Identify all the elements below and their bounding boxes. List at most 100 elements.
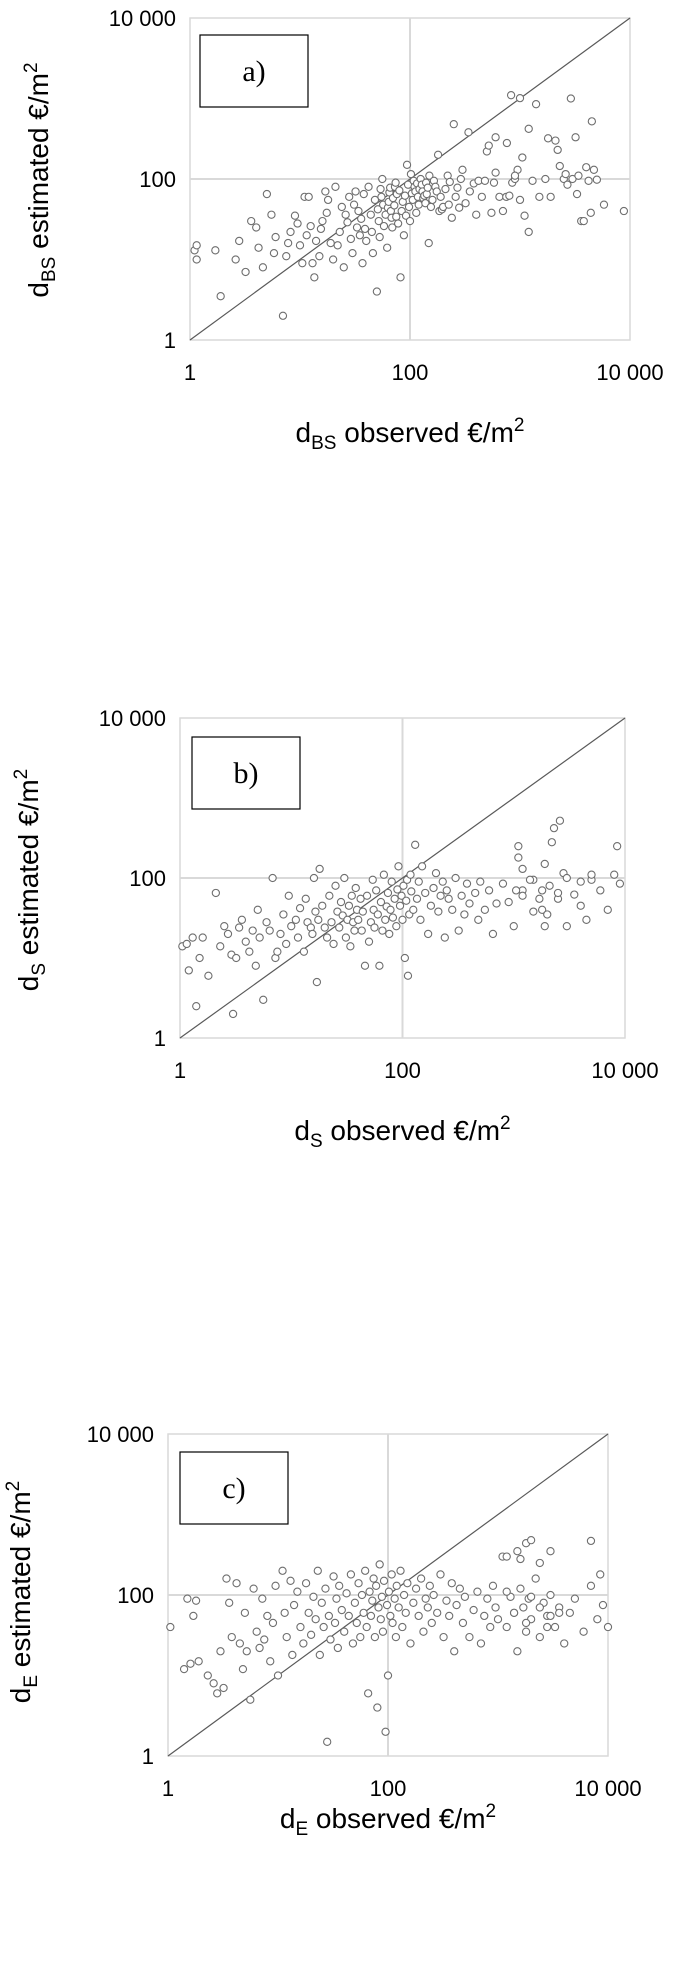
data-point xyxy=(451,873,460,883)
data-point xyxy=(399,1590,409,1600)
data-point xyxy=(566,94,576,103)
data-point xyxy=(263,1611,272,1621)
data-point xyxy=(455,1584,465,1593)
data-point xyxy=(433,1608,442,1618)
data-point xyxy=(416,1574,426,1583)
data-point xyxy=(540,859,549,869)
data-point xyxy=(444,894,453,903)
data-point xyxy=(192,241,201,250)
data-point xyxy=(357,214,366,223)
data-point xyxy=(395,186,404,195)
data-point xyxy=(198,933,207,942)
data-point xyxy=(220,922,229,931)
data-point xyxy=(343,218,352,227)
data-point xyxy=(278,311,288,320)
data-point xyxy=(306,1630,316,1639)
data-point xyxy=(282,939,291,949)
data-point xyxy=(304,1608,313,1618)
data-point xyxy=(295,241,305,250)
y-axis-label-sup: 2 xyxy=(3,1481,24,1492)
data-point xyxy=(333,241,342,250)
x-tick-label: 100 xyxy=(370,1776,407,1801)
data-point xyxy=(310,273,319,282)
data-point xyxy=(424,238,433,248)
data-point xyxy=(322,208,331,217)
data-point xyxy=(514,842,523,851)
data-point xyxy=(412,894,422,903)
data-point xyxy=(521,1627,531,1636)
data-point xyxy=(560,1639,569,1648)
data-point xyxy=(378,926,387,935)
data-point xyxy=(311,907,320,916)
data-point xyxy=(335,1581,344,1590)
data-point xyxy=(342,1589,351,1598)
data-point xyxy=(293,933,303,942)
data-point xyxy=(364,182,373,191)
data-point xyxy=(375,1560,384,1569)
data-point xyxy=(258,1594,267,1603)
panel-label: a) xyxy=(242,55,265,88)
data-point xyxy=(317,1598,326,1607)
data-point xyxy=(396,1566,405,1575)
data-point xyxy=(377,192,386,202)
data-point xyxy=(587,117,597,126)
data-point xyxy=(543,1622,552,1632)
data-point xyxy=(457,891,466,900)
data-point xyxy=(329,1572,338,1581)
data-point xyxy=(195,953,204,963)
data-point xyxy=(528,176,537,185)
data-point xyxy=(576,901,585,910)
data-point xyxy=(266,1657,275,1666)
data-point xyxy=(246,1695,255,1704)
data-point xyxy=(392,212,401,221)
data-point xyxy=(279,910,288,919)
data-point xyxy=(550,1622,560,1632)
y-tick-label: 1 xyxy=(154,1026,166,1051)
data-point xyxy=(510,171,520,180)
data-point xyxy=(324,1611,334,1621)
data-point xyxy=(368,875,377,884)
data-point xyxy=(311,1615,320,1624)
data-point xyxy=(379,870,389,879)
data-point xyxy=(417,862,427,871)
data-point xyxy=(455,203,464,212)
data-point xyxy=(373,1703,382,1712)
data-point xyxy=(245,947,254,956)
data-point xyxy=(322,933,332,942)
data-point xyxy=(267,210,276,219)
data-point xyxy=(387,877,396,886)
data-point xyxy=(182,939,191,949)
data-point xyxy=(357,1590,367,1600)
y-axis-label: dS estimated €/m2 xyxy=(11,769,50,991)
data-point xyxy=(574,171,583,180)
data-point xyxy=(290,211,300,220)
data-point xyxy=(545,881,554,890)
data-point xyxy=(404,202,414,212)
data-point xyxy=(394,862,403,871)
data-point xyxy=(535,894,544,903)
data-point xyxy=(364,937,374,946)
data-point xyxy=(400,953,410,963)
data-point xyxy=(323,195,333,205)
data-point xyxy=(368,1596,377,1605)
data-point xyxy=(549,823,559,833)
data-point xyxy=(382,1600,392,1610)
data-point xyxy=(225,1598,234,1607)
data-point xyxy=(352,223,362,232)
data-point xyxy=(492,899,501,908)
data-point xyxy=(315,252,324,261)
data-point xyxy=(603,1622,613,1632)
data-point xyxy=(432,187,441,196)
data-point xyxy=(406,169,416,179)
data-point xyxy=(340,1627,349,1636)
y-axis-label-sup: 2 xyxy=(11,769,32,780)
data-point xyxy=(183,1594,192,1603)
data-point xyxy=(289,1600,299,1610)
data-point xyxy=(436,891,445,900)
data-point xyxy=(268,873,277,883)
data-point xyxy=(384,1587,394,1596)
data-point xyxy=(362,1622,371,1632)
data-point xyxy=(373,910,382,919)
data-point xyxy=(469,1605,478,1615)
